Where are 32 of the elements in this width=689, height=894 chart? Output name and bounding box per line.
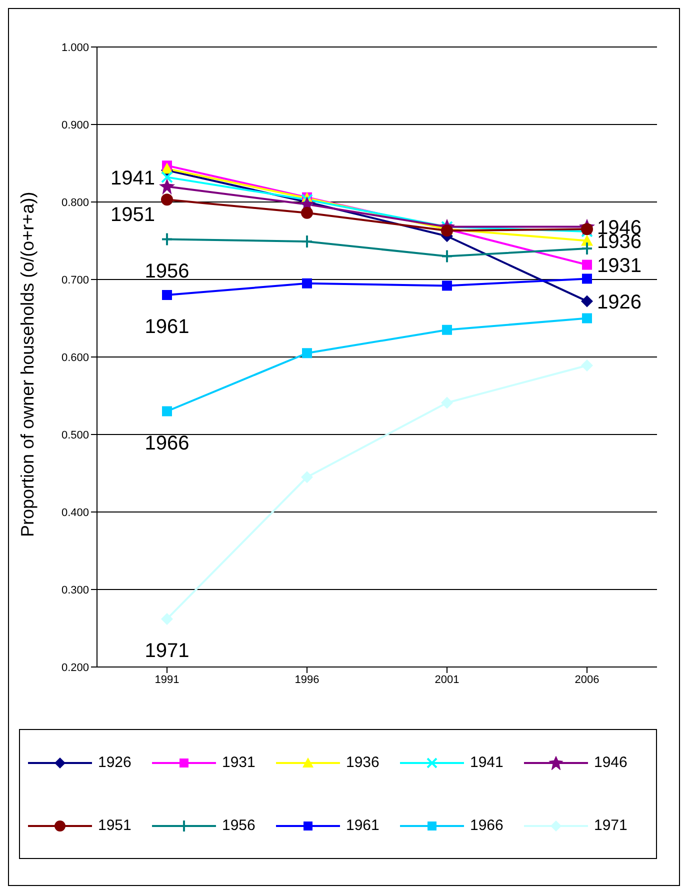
y-tick-label: 0.800 <box>61 196 89 209</box>
legend-label: 1971 <box>594 817 628 834</box>
annotation: 1926 <box>597 291 642 314</box>
annotation: 1971 <box>144 640 190 662</box>
x-tick-label: 2006 <box>574 674 600 686</box>
y-tick-label: 0.900 <box>61 119 89 132</box>
y-axis-title: Proportion of owner households (o/(o+r+a)) <box>17 192 38 537</box>
legend-label: 1926 <box>98 754 132 771</box>
annotation: 1956 <box>144 260 190 282</box>
legend-label: 1956 <box>222 817 256 834</box>
y-tick-label: 0.300 <box>61 584 89 596</box>
legend-label: 1951 <box>98 817 132 834</box>
annotation: 1961 <box>144 316 190 338</box>
y-tick-label: 0.200 <box>61 662 89 674</box>
x-tick-label: 1991 <box>154 674 180 686</box>
y-tick-label: 0.600 <box>61 352 89 364</box>
legend-label: 1936 <box>346 754 380 771</box>
x-tick-label: 1996 <box>294 674 320 686</box>
annotation: 1931 <box>597 254 642 277</box>
y-tick-label: 0.700 <box>61 274 89 286</box>
annotation: 1966 <box>144 432 190 454</box>
x-tick-label: 2001 <box>434 674 460 686</box>
annotation: 1941 <box>110 167 155 190</box>
legend-label: 1961 <box>346 817 380 834</box>
legend-label: 1946 <box>594 754 628 771</box>
y-tick-label: 0.400 <box>61 506 89 519</box>
legend-label: 1931 <box>222 754 256 771</box>
y-tick-label: 1.000 <box>61 42 89 54</box>
legend-label: 1966 <box>470 817 504 834</box>
y-tick-label: 0.500 <box>61 429 89 442</box>
annotation: 1951 <box>110 204 155 226</box>
legend-label: 1941 <box>470 754 504 771</box>
